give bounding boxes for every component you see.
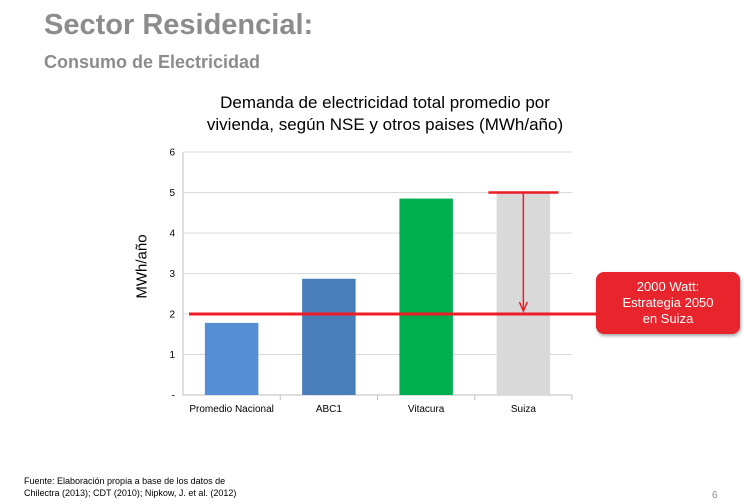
source-line-1: Fuente: Elaboración propia a base de los…: [24, 476, 226, 486]
bar: [302, 278, 356, 395]
x-tick-label: ABC1: [316, 404, 343, 415]
reduction-arrow-head: [518, 301, 529, 313]
y-tick-label: 1: [169, 350, 175, 361]
x-tick-label: Promedio Nacional: [189, 404, 274, 415]
slide-title: Sector Residencial:: [44, 9, 314, 41]
callout-box: 2000 Watt: Estrategia 2050 en Suiza: [596, 272, 740, 334]
chart-title-line-2: vivienda, según NSE y otros paises (MWh/…: [206, 115, 564, 134]
chart-title-line-1: Demanda de electricidad total promedio p…: [220, 93, 550, 112]
y-tick-label: -: [172, 391, 175, 402]
y-tick-label: 6: [169, 148, 175, 159]
bar: [399, 198, 453, 395]
source-line-2: Chilectra (2013); CDT (2010); Nipkow, J.…: [24, 488, 237, 498]
bar: [204, 322, 259, 395]
callout-line-3: en Suiza: [642, 311, 694, 326]
chart-title: Demanda de electricidad total promedio p…: [150, 92, 620, 136]
slide-subtitle: Consumo de Electricidad: [44, 52, 261, 72]
y-tick-label: 3: [169, 269, 175, 280]
page-number: 6: [712, 490, 718, 501]
callout-line-1: 2000 Watt:: [636, 279, 700, 294]
y-tick-label: 4: [169, 229, 175, 240]
x-tick-label: Suiza: [511, 404, 536, 415]
callout-line-2: Estrategia 2050: [622, 295, 714, 310]
x-tick-label: Vitacura: [408, 404, 445, 415]
y-tick-label: 2: [169, 310, 175, 321]
source-note: Fuente: Elaboración propia a base de los…: [24, 475, 236, 499]
y-tick-label: 5: [169, 188, 175, 199]
